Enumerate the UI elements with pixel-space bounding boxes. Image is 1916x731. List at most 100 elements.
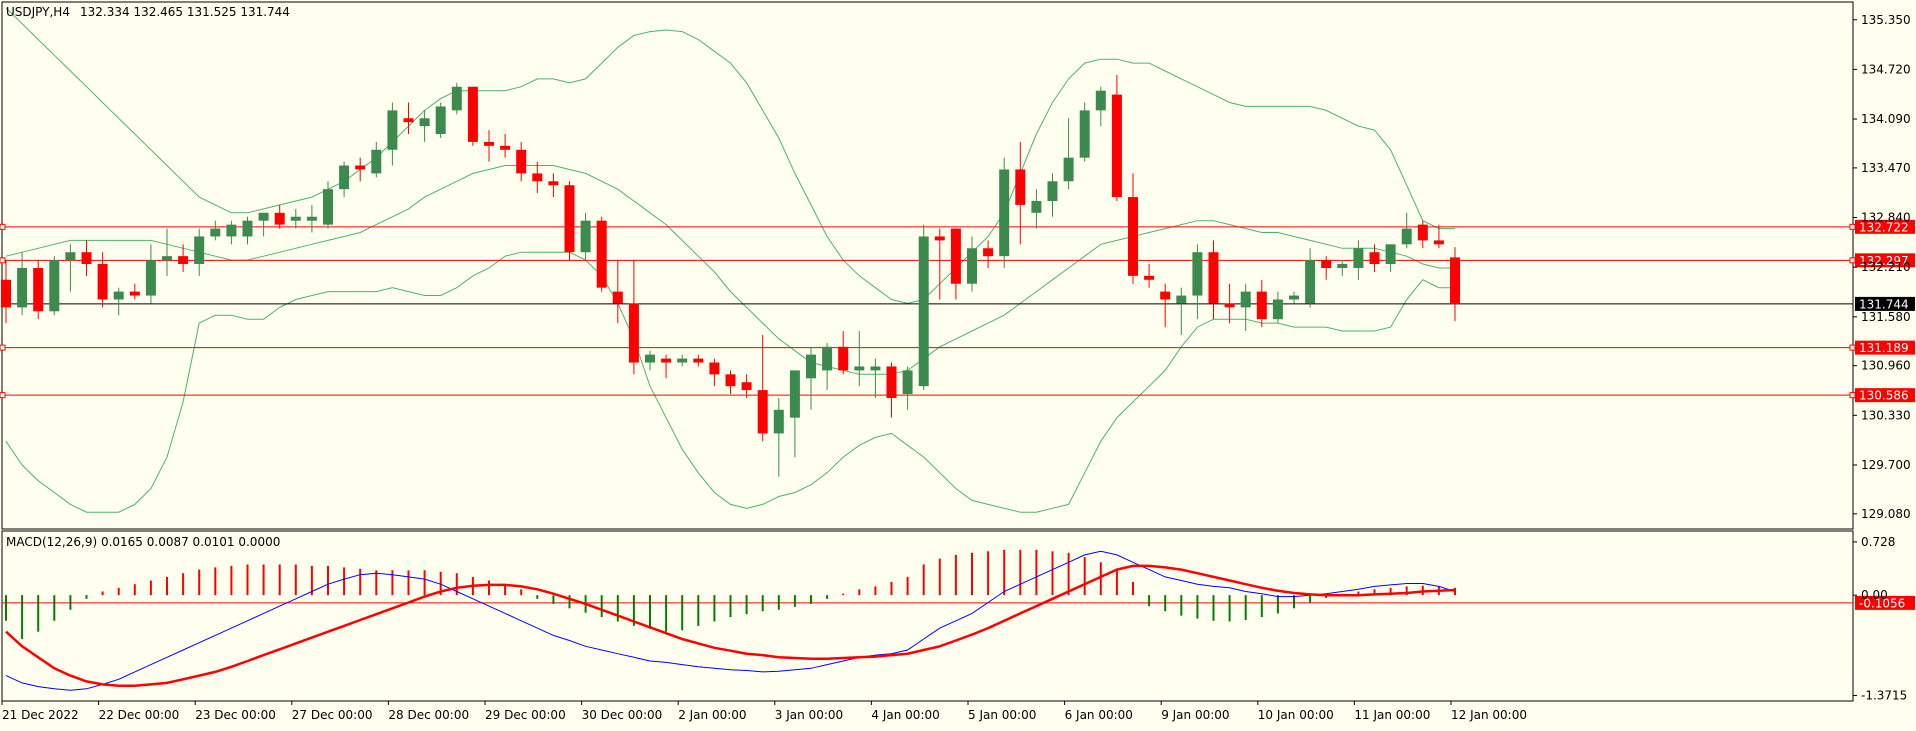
candle-body bbox=[918, 236, 929, 387]
candle-body bbox=[387, 110, 398, 150]
candle-body bbox=[17, 267, 28, 308]
candle-body bbox=[1192, 252, 1203, 296]
candle-body bbox=[484, 141, 494, 146]
candle-body bbox=[1321, 260, 1332, 268]
price-panel[interactable] bbox=[0, 7, 1856, 513]
price-axis-label: 132.210 bbox=[1861, 260, 1911, 274]
candle-body bbox=[1111, 94, 1122, 198]
band-lower-line bbox=[5, 251, 1455, 513]
candle-body bbox=[145, 260, 156, 296]
candle-body bbox=[983, 248, 994, 257]
candle-body bbox=[33, 267, 44, 312]
macd-panel[interactable] bbox=[2, 549, 1853, 691]
price-axis: 132.722 132.297 131.189 130.586 131.744 135.3… bbox=[1853, 13, 1915, 521]
candle-body bbox=[1353, 248, 1364, 268]
candle-body bbox=[113, 291, 124, 300]
candle-body bbox=[741, 382, 752, 391]
candle-body bbox=[854, 366, 865, 371]
price-axis-label: 131.580 bbox=[1861, 310, 1911, 324]
candle-body bbox=[1337, 264, 1348, 268]
candle-body bbox=[773, 409, 784, 434]
price-level-handle-left bbox=[0, 344, 6, 351]
candle-body bbox=[371, 149, 382, 174]
candle-body bbox=[210, 228, 221, 237]
current-price-label: 131.744 bbox=[1859, 297, 1909, 311]
macd-axis-label: -1.3715 bbox=[1861, 688, 1907, 702]
candle-body bbox=[1176, 295, 1187, 304]
candle-body bbox=[97, 264, 108, 300]
price-axis-label: 129.700 bbox=[1861, 458, 1911, 472]
candle-body bbox=[500, 145, 511, 150]
candle-body bbox=[65, 252, 76, 261]
price-level-handle-left bbox=[0, 392, 6, 399]
candle-body bbox=[612, 291, 623, 304]
price-axis-label: 135.350 bbox=[1861, 13, 1911, 27]
time-axis-label: 12 Jan 00:00 bbox=[1451, 708, 1527, 722]
price-level-tag bbox=[1855, 388, 1915, 403]
candle-body bbox=[403, 118, 414, 123]
macd-axis-label: 0.728 bbox=[1861, 535, 1895, 549]
price-axis-label: 134.090 bbox=[1861, 112, 1911, 126]
candle-body bbox=[1256, 291, 1267, 320]
candle-body bbox=[1144, 275, 1155, 280]
price-level-label: 132.722 bbox=[1859, 220, 1909, 234]
candle-body bbox=[258, 212, 269, 221]
candle-body bbox=[645, 354, 655, 363]
candle-body bbox=[1063, 157, 1074, 182]
price-level-handle-right bbox=[1849, 392, 1856, 399]
candle-body bbox=[1401, 228, 1412, 245]
price-level-tag bbox=[1855, 340, 1915, 355]
price-level-handle-left bbox=[0, 257, 6, 264]
price-level-handle-right bbox=[1849, 344, 1856, 351]
candle-body bbox=[1305, 260, 1316, 304]
candle-body bbox=[1031, 200, 1042, 213]
candle-body bbox=[1015, 169, 1026, 205]
candle-body bbox=[709, 362, 720, 375]
candle-body bbox=[162, 256, 172, 261]
candle-body bbox=[789, 370, 800, 418]
time-axis-label: 30 Dec 00:00 bbox=[582, 708, 663, 722]
time-axis-label: 21 Dec 2022 bbox=[2, 708, 79, 722]
price-level-tag bbox=[1855, 219, 1915, 234]
time-axis-label: 3 Jan 00:00 bbox=[775, 708, 843, 722]
candle-body bbox=[950, 228, 961, 284]
candle-body bbox=[242, 220, 253, 237]
candle-body bbox=[725, 374, 736, 387]
macd-level-tag bbox=[1855, 595, 1915, 610]
time-axis-label: 22 Dec 00:00 bbox=[99, 708, 180, 722]
time-axis-label: 2 Jan 00:00 bbox=[678, 708, 746, 722]
candle-body bbox=[886, 366, 897, 398]
time-axis-label: 23 Dec 00:00 bbox=[195, 708, 276, 722]
candle-body bbox=[822, 346, 833, 371]
candle-body bbox=[580, 220, 591, 253]
candle-body bbox=[1385, 244, 1396, 265]
candle-body bbox=[467, 86, 478, 142]
candle-body bbox=[661, 358, 672, 363]
candle-body bbox=[902, 370, 913, 395]
macd-axis-label: 0.00 bbox=[1861, 588, 1888, 602]
candle-body bbox=[355, 165, 366, 170]
candle-body bbox=[677, 358, 688, 363]
candle-body bbox=[1, 279, 11, 308]
time-axis-label: 29 Dec 00:00 bbox=[485, 708, 566, 722]
candle-body bbox=[339, 165, 350, 190]
candle-body bbox=[129, 291, 140, 296]
candle-body bbox=[1160, 291, 1171, 300]
candle-body bbox=[306, 216, 317, 221]
candle-body bbox=[1433, 240, 1444, 245]
macd-line bbox=[5, 550, 1456, 691]
candle-body bbox=[1450, 257, 1460, 304]
time-axis-label: 10 Jan 00:00 bbox=[1258, 708, 1334, 722]
price-axis-label: 134.720 bbox=[1861, 62, 1911, 76]
candle-body bbox=[564, 185, 575, 253]
time-axis-label: 4 Jan 00:00 bbox=[871, 708, 939, 722]
price-level-handle-right bbox=[1849, 257, 1856, 264]
candle-body bbox=[1128, 197, 1138, 276]
macd-label: MACD(12,26,9) 0.0165 0.0087 0.0101 0.000… bbox=[6, 535, 280, 549]
price-axis-label: 130.960 bbox=[1861, 359, 1911, 373]
candle-body bbox=[1240, 291, 1251, 308]
price-level-handle-right bbox=[1849, 223, 1856, 230]
macd-axis: -0.1056 0.728 0.00 -1.3715 bbox=[1853, 535, 1915, 702]
